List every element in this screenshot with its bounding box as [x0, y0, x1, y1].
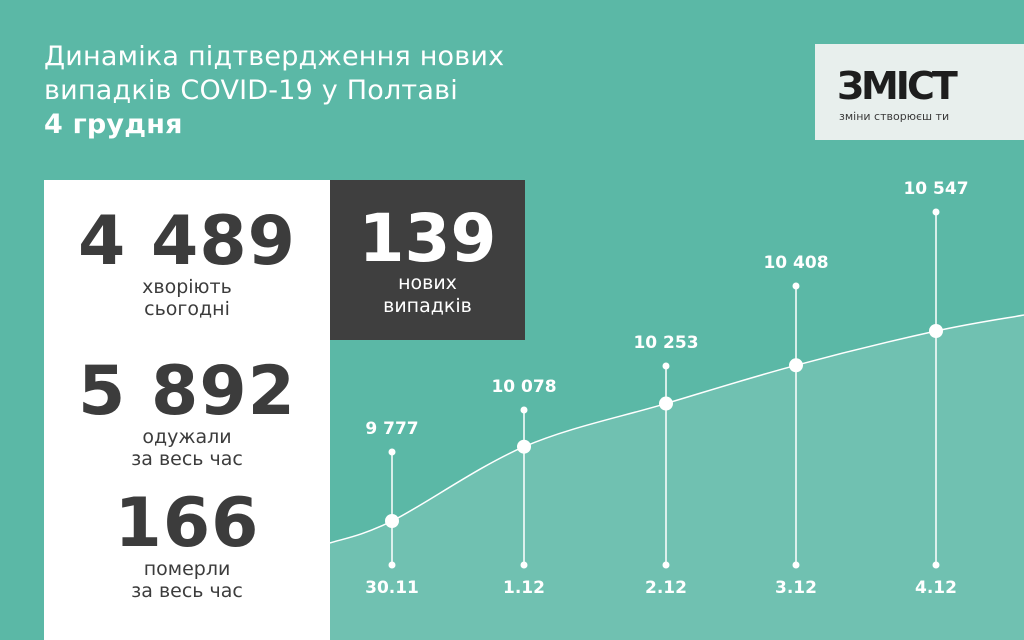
logo-name: ЗМІСТ — [837, 64, 958, 108]
stem-bottom-dot — [662, 561, 670, 569]
data-label: 10 547 — [903, 179, 968, 199]
stem-bottom-dot — [792, 561, 800, 569]
stem-top-dot — [520, 406, 528, 414]
stem-top-dot — [792, 282, 800, 290]
stat-died-label-1: померли — [143, 558, 231, 580]
data-point — [385, 514, 399, 528]
stat-died: 166 померли за весь час — [44, 484, 330, 603]
x-tick-label: 3.12 — [775, 578, 817, 598]
data-point — [929, 324, 943, 338]
stats-panel: 4 489 хворіють сьогодні 5 892 одужали за… — [44, 180, 330, 640]
stat-died-value: 166 — [114, 484, 260, 563]
stat-recovered: 5 892 одужали за весь час — [44, 352, 330, 471]
data-label: 10 253 — [633, 333, 698, 353]
stem-bottom-dot — [388, 561, 396, 569]
stat-recovered-label-2: за весь час — [131, 448, 243, 470]
logo: ЗМІСТ зміни створюєш ти — [815, 44, 1024, 140]
logo-tagline: зміни створюєш ти — [839, 110, 950, 123]
title-date: 4 грудня — [44, 109, 183, 140]
new-cases-label-2: випадків — [383, 295, 472, 317]
x-tick-label: 2.12 — [645, 578, 687, 598]
title-line-1: Динаміка підтвердження нових — [44, 41, 505, 72]
data-label: 10 078 — [491, 377, 556, 397]
new-cases-box: 139 нових випадків — [330, 180, 525, 340]
stem-top-dot — [388, 448, 396, 456]
stat-died-label-2: за весь час — [131, 580, 243, 602]
stem-bottom-dot — [520, 561, 528, 569]
stat-sick: 4 489 хворіють сьогодні — [44, 202, 330, 321]
x-tick-label: 30.11 — [365, 578, 419, 598]
title-line-2: випадків COVID-19 у Полтаві — [44, 75, 458, 106]
data-label: 10 408 — [763, 253, 828, 273]
stat-recovered-value: 5 892 — [78, 352, 296, 431]
stat-recovered-label-1: одужали — [142, 426, 232, 448]
new-cases-value: 139 — [358, 200, 497, 277]
page-title: Динаміка підтвердження нових випадків CO… — [44, 40, 504, 142]
stem-top-dot — [932, 208, 940, 216]
chart-area — [330, 315, 1024, 640]
data-point — [517, 439, 531, 454]
data-label: 9 777 — [365, 419, 418, 439]
stat-sick-label-2: сьогодні — [144, 298, 230, 320]
data-point — [659, 396, 673, 411]
new-cases-label-1: нових — [398, 272, 457, 294]
stem-bottom-dot — [932, 561, 940, 569]
stat-sick-value: 4 489 — [78, 202, 296, 281]
x-tick-label: 4.12 — [915, 578, 957, 598]
data-point — [789, 358, 803, 373]
stem-top-dot — [662, 362, 670, 370]
stat-sick-label-1: хворіють — [142, 276, 232, 298]
x-tick-label: 1.12 — [503, 578, 545, 598]
